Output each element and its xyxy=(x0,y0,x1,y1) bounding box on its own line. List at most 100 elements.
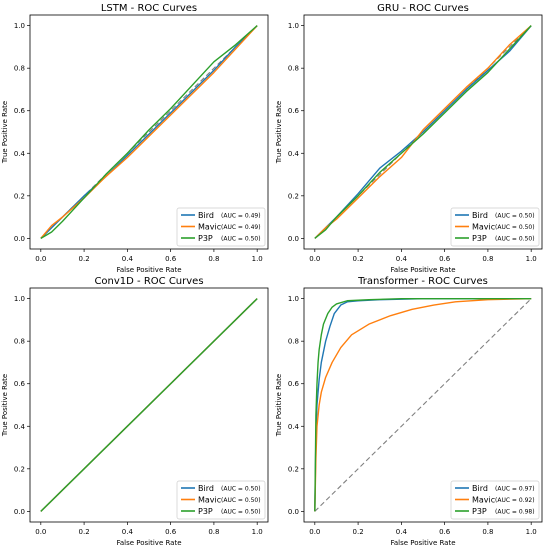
legend-auc-label: (AUC = 0.92) xyxy=(495,497,535,504)
legend-series-name: Mavic xyxy=(198,223,221,232)
y-tick-label: 0.6 xyxy=(14,380,26,388)
y-axis-label: True Positive Rate xyxy=(1,101,9,164)
chart-panel: LSTM - ROC Curves False Positive Rate True… xyxy=(1,3,269,274)
x-tick-label: 0.0 xyxy=(35,255,46,263)
legend-series-name: Mavic xyxy=(472,223,495,232)
plot-frame xyxy=(29,287,269,523)
chance-diagonal-line xyxy=(314,298,532,512)
y-tick-label: 0.4 xyxy=(14,423,26,431)
y-tick-label: 0.6 xyxy=(288,107,300,115)
y-tick-label: 0.2 xyxy=(14,465,25,473)
x-tick-label: 0.8 xyxy=(482,255,493,263)
legend-box xyxy=(176,207,266,247)
x-tick-label: 0.2 xyxy=(353,255,364,263)
y-tick-label: 0.4 xyxy=(288,423,300,431)
roc-curve-p3p xyxy=(40,25,258,239)
chart-title: GRU - ROC Curves xyxy=(377,3,469,14)
y-tick-label: 1.0 xyxy=(14,22,25,30)
x-tick-label: 0.4 xyxy=(122,528,134,536)
legend-auc-label: (AUC = 0.50) xyxy=(221,486,261,493)
legend-series-name: Bird xyxy=(198,211,214,220)
y-tick-label: 0.8 xyxy=(288,338,299,346)
x-tick-label: 0.4 xyxy=(396,255,408,263)
x-tick-label: 0.4 xyxy=(122,255,134,263)
x-axis-label: False Positive Rate xyxy=(390,266,455,274)
x-tick-label: 1.0 xyxy=(526,528,537,536)
chart-title: Transformer - ROC Curves xyxy=(357,276,488,287)
y-tick-label: 0.8 xyxy=(14,338,25,346)
y-tick-label: 0.2 xyxy=(14,192,25,200)
y-axis-label: True Positive Rate xyxy=(275,374,283,437)
legend-auc-label: (AUC = 0.50) xyxy=(221,509,261,516)
y-tick-label: 1.0 xyxy=(14,295,25,303)
legend-auc-label: (AUC = 0.49) xyxy=(221,213,261,220)
x-axis-label: False Positive Rate xyxy=(116,266,181,274)
y-tick-label: 0.4 xyxy=(14,150,26,158)
x-tick-label: 0.8 xyxy=(482,528,493,536)
x-axis-label: False Positive Rate xyxy=(390,539,455,546)
y-tick-label: 0.6 xyxy=(288,380,300,388)
legend-series-name: P3P xyxy=(198,234,213,243)
y-tick-label: 0.0 xyxy=(14,235,25,243)
plot-frame xyxy=(303,14,543,250)
chart-title: Conv1D - ROC Curves xyxy=(94,276,203,287)
legend-auc-label: (AUC = 0.50) xyxy=(495,213,535,220)
x-tick-label: 1.0 xyxy=(526,255,537,263)
legend-series-name: Bird xyxy=(472,484,488,493)
legend-series-name: Bird xyxy=(198,484,214,493)
legend-series-name: Mavic xyxy=(198,496,221,505)
y-tick-label: 0.2 xyxy=(288,465,299,473)
legend-box xyxy=(176,480,266,520)
legend-series-name: P3P xyxy=(198,507,213,516)
legend-auc-label: (AUC = 0.49) xyxy=(221,224,261,231)
y-tick-label: 0.8 xyxy=(288,65,299,73)
y-tick-label: 0.4 xyxy=(288,150,300,158)
legend-auc-label: (AUC = 0.97) xyxy=(495,486,535,493)
legend-box xyxy=(450,207,540,247)
y-tick-label: 0.0 xyxy=(288,235,299,243)
x-tick-label: 0.6 xyxy=(439,528,451,536)
roc-curve-mavic xyxy=(40,25,258,239)
y-tick-label: 0.0 xyxy=(288,508,299,516)
x-tick-label: 0.2 xyxy=(353,528,364,536)
y-tick-label: 0.2 xyxy=(288,192,299,200)
x-tick-label: 1.0 xyxy=(252,528,263,536)
x-tick-label: 0.0 xyxy=(309,255,320,263)
x-tick-label: 0.6 xyxy=(439,255,451,263)
y-axis-label: True Positive Rate xyxy=(275,101,283,164)
chart-panel: Conv1D - ROC Curves False Positive Rate Tr… xyxy=(1,276,269,546)
legend-auc-label: (AUC = 0.98) xyxy=(495,509,535,516)
x-axis-label: False Positive Rate xyxy=(116,539,181,546)
roc-curve-mavic xyxy=(314,297,532,512)
x-tick-label: 0.8 xyxy=(208,528,219,536)
legend-auc-label: (AUC = 0.50) xyxy=(495,224,535,231)
legend-box xyxy=(450,480,540,520)
legend-series-name: Mavic xyxy=(472,496,495,505)
chart-panel: GRU - ROC Curves False Positive Rate True … xyxy=(275,3,543,274)
plot-frame xyxy=(29,14,269,250)
y-tick-label: 1.0 xyxy=(288,22,299,30)
x-tick-label: 1.0 xyxy=(252,255,263,263)
legend-auc-label: (AUC = 0.50) xyxy=(221,236,261,243)
legend-series-name: P3P xyxy=(472,234,487,243)
legend-series-name: Bird xyxy=(472,211,488,220)
y-tick-label: 1.0 xyxy=(288,295,299,303)
x-tick-label: 0.2 xyxy=(79,255,90,263)
x-tick-label: 0.6 xyxy=(165,528,177,536)
x-tick-label: 0.6 xyxy=(165,255,177,263)
legend-auc-label: (AUC = 0.50) xyxy=(221,497,261,504)
x-tick-label: 0.8 xyxy=(208,255,219,263)
roc-curve-p3p xyxy=(314,297,532,512)
plot-frame xyxy=(303,287,543,523)
legend-auc-label: (AUC = 0.50) xyxy=(495,236,535,243)
chart-panel: Transformer - ROC Curves False Positive R… xyxy=(275,276,543,546)
x-tick-label: 0.2 xyxy=(79,528,90,536)
y-tick-label: 0.8 xyxy=(14,65,25,73)
y-tick-label: 0.6 xyxy=(14,107,26,115)
chart-title: LSTM - ROC Curves xyxy=(101,3,197,14)
x-tick-label: 0.0 xyxy=(309,528,320,536)
roc-curve-p3p xyxy=(40,298,258,512)
y-axis-label: True Positive Rate xyxy=(1,374,9,437)
x-tick-label: 0.0 xyxy=(35,528,46,536)
